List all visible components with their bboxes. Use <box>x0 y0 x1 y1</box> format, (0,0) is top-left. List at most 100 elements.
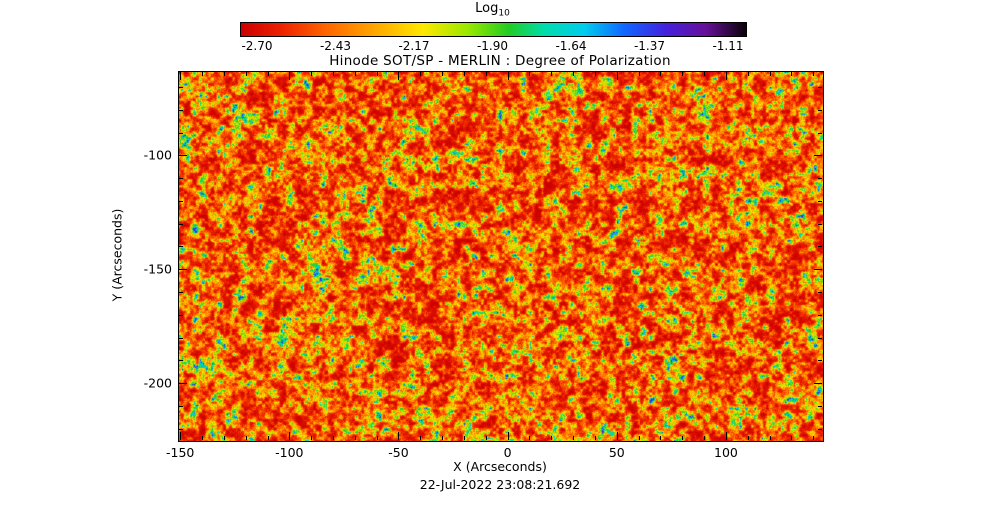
x-minor-tick <box>377 72 378 76</box>
colorbar-tick-label: -2.70 <box>241 39 273 53</box>
y-minor-tick <box>818 338 822 339</box>
x-minor-tick <box>813 72 814 76</box>
x-minor-tick <box>224 72 225 76</box>
x-minor-tick <box>355 72 356 76</box>
x-tick-label: -100 <box>275 445 304 460</box>
x-minor-tick <box>660 436 661 440</box>
x-minor-tick <box>529 436 530 440</box>
y-minor-tick <box>818 292 822 293</box>
x-major-tick <box>617 72 618 80</box>
x-minor-tick <box>486 436 487 440</box>
x-minor-tick <box>355 436 356 440</box>
plot-title: Hinode SOT/SP - MERLIN : Degree of Polar… <box>329 53 671 69</box>
colorbar-label-main: Log <box>475 1 499 16</box>
colorbar-label: Log10 <box>240 1 745 19</box>
x-minor-tick <box>311 72 312 76</box>
y-minor-tick <box>179 178 183 179</box>
y-minor-tick <box>818 201 822 202</box>
x-minor-tick <box>573 72 574 76</box>
y-major-tick <box>179 269 187 270</box>
y-major-tick <box>814 155 822 156</box>
x-minor-tick <box>333 436 334 440</box>
x-minor-tick <box>639 436 640 440</box>
x-minor-tick <box>595 72 596 76</box>
y-major-tick <box>814 383 822 384</box>
x-major-tick <box>508 72 509 80</box>
y-minor-tick <box>179 201 183 202</box>
y-minor-tick <box>818 133 822 134</box>
x-minor-tick <box>377 436 378 440</box>
colorbar-tick-label: -1.37 <box>633 39 666 53</box>
y-major-tick <box>814 269 822 270</box>
x-minor-tick <box>333 72 334 76</box>
colorbar-tick-label: -1.64 <box>555 39 587 53</box>
x-minor-tick <box>202 436 203 440</box>
y-minor-tick <box>179 292 183 293</box>
x-major-tick <box>726 72 727 80</box>
x-minor-tick <box>268 72 269 76</box>
y-minor-tick <box>818 406 822 407</box>
y-minor-tick <box>179 315 183 316</box>
x-minor-tick <box>770 436 771 440</box>
polarization-heatmap <box>179 72 823 441</box>
x-tick-label: 50 <box>608 445 625 460</box>
colorbar <box>240 22 747 37</box>
x-minor-tick <box>704 72 705 76</box>
x-minor-tick <box>442 436 443 440</box>
y-tick-label: -100 <box>143 147 172 163</box>
colorbar-tick-label: -1.90 <box>476 39 509 53</box>
plot-area <box>178 71 824 442</box>
x-minor-tick <box>573 436 574 440</box>
x-major-tick <box>398 72 399 80</box>
x-minor-tick <box>682 72 683 76</box>
y-minor-tick <box>818 110 822 111</box>
x-minor-tick <box>464 72 465 76</box>
x-tick-label: 100 <box>714 445 738 460</box>
x-major-tick <box>617 432 618 440</box>
y-minor-tick <box>179 246 183 247</box>
y-minor-tick <box>818 315 822 316</box>
x-minor-tick <box>268 436 269 440</box>
colorbar-label-subscript: 10 <box>498 8 510 19</box>
x-minor-tick <box>551 436 552 440</box>
x-minor-tick <box>660 72 661 76</box>
y-minor-tick <box>179 338 183 339</box>
x-minor-tick <box>224 436 225 440</box>
y-minor-tick <box>179 224 183 225</box>
x-minor-tick <box>682 436 683 440</box>
x-major-tick <box>289 432 290 440</box>
x-minor-tick <box>551 72 552 76</box>
x-major-tick <box>180 432 181 440</box>
y-minor-tick <box>818 224 822 225</box>
x-minor-tick <box>246 72 247 76</box>
y-major-tick <box>179 155 187 156</box>
x-tick-label: 0 <box>503 445 512 460</box>
x-major-tick <box>180 72 181 80</box>
y-tick-label: -200 <box>143 375 172 391</box>
x-major-tick <box>398 432 399 440</box>
x-major-tick <box>726 432 727 440</box>
x-minor-tick <box>791 436 792 440</box>
y-minor-tick <box>179 360 183 361</box>
colorbar-tick-label: -1.11 <box>712 39 744 53</box>
x-minor-tick <box>420 436 421 440</box>
x-minor-tick <box>770 72 771 76</box>
x-minor-tick <box>464 436 465 440</box>
colorbar-tick-label: -2.43 <box>319 39 352 53</box>
y-minor-tick <box>818 178 822 179</box>
y-minor-tick <box>818 246 822 247</box>
x-major-tick <box>289 72 290 80</box>
x-minor-tick <box>595 436 596 440</box>
x-tick-label: -150 <box>165 445 195 460</box>
y-minor-tick <box>179 87 183 88</box>
y-minor-tick <box>818 360 822 361</box>
x-major-tick <box>508 432 509 440</box>
y-minor-tick <box>179 406 183 407</box>
colorbar-tick-label: -2.17 <box>398 39 430 53</box>
x-minor-tick <box>748 72 749 76</box>
x-minor-tick <box>442 72 443 76</box>
x-axis-label: X (Arcseconds) <box>453 459 547 474</box>
x-minor-tick <box>748 436 749 440</box>
x-minor-tick <box>246 436 247 440</box>
